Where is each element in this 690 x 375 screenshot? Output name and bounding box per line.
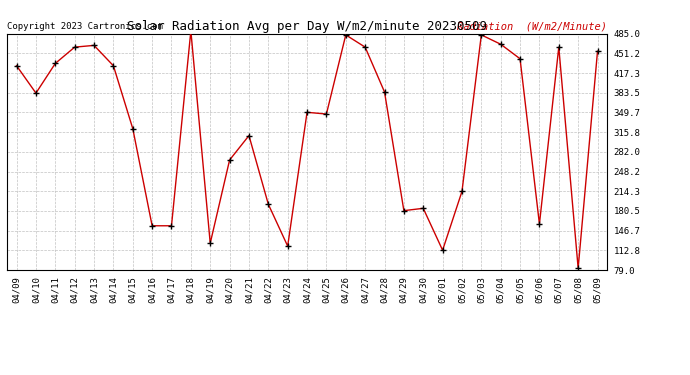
Title: Solar Radiation Avg per Day W/m2/minute 20230509: Solar Radiation Avg per Day W/m2/minute … — [127, 20, 487, 33]
Text: Copyright 2023 Cartronics.com: Copyright 2023 Cartronics.com — [7, 22, 163, 32]
Text: Radiation  (W/m2/Minute): Radiation (W/m2/Minute) — [457, 21, 607, 32]
